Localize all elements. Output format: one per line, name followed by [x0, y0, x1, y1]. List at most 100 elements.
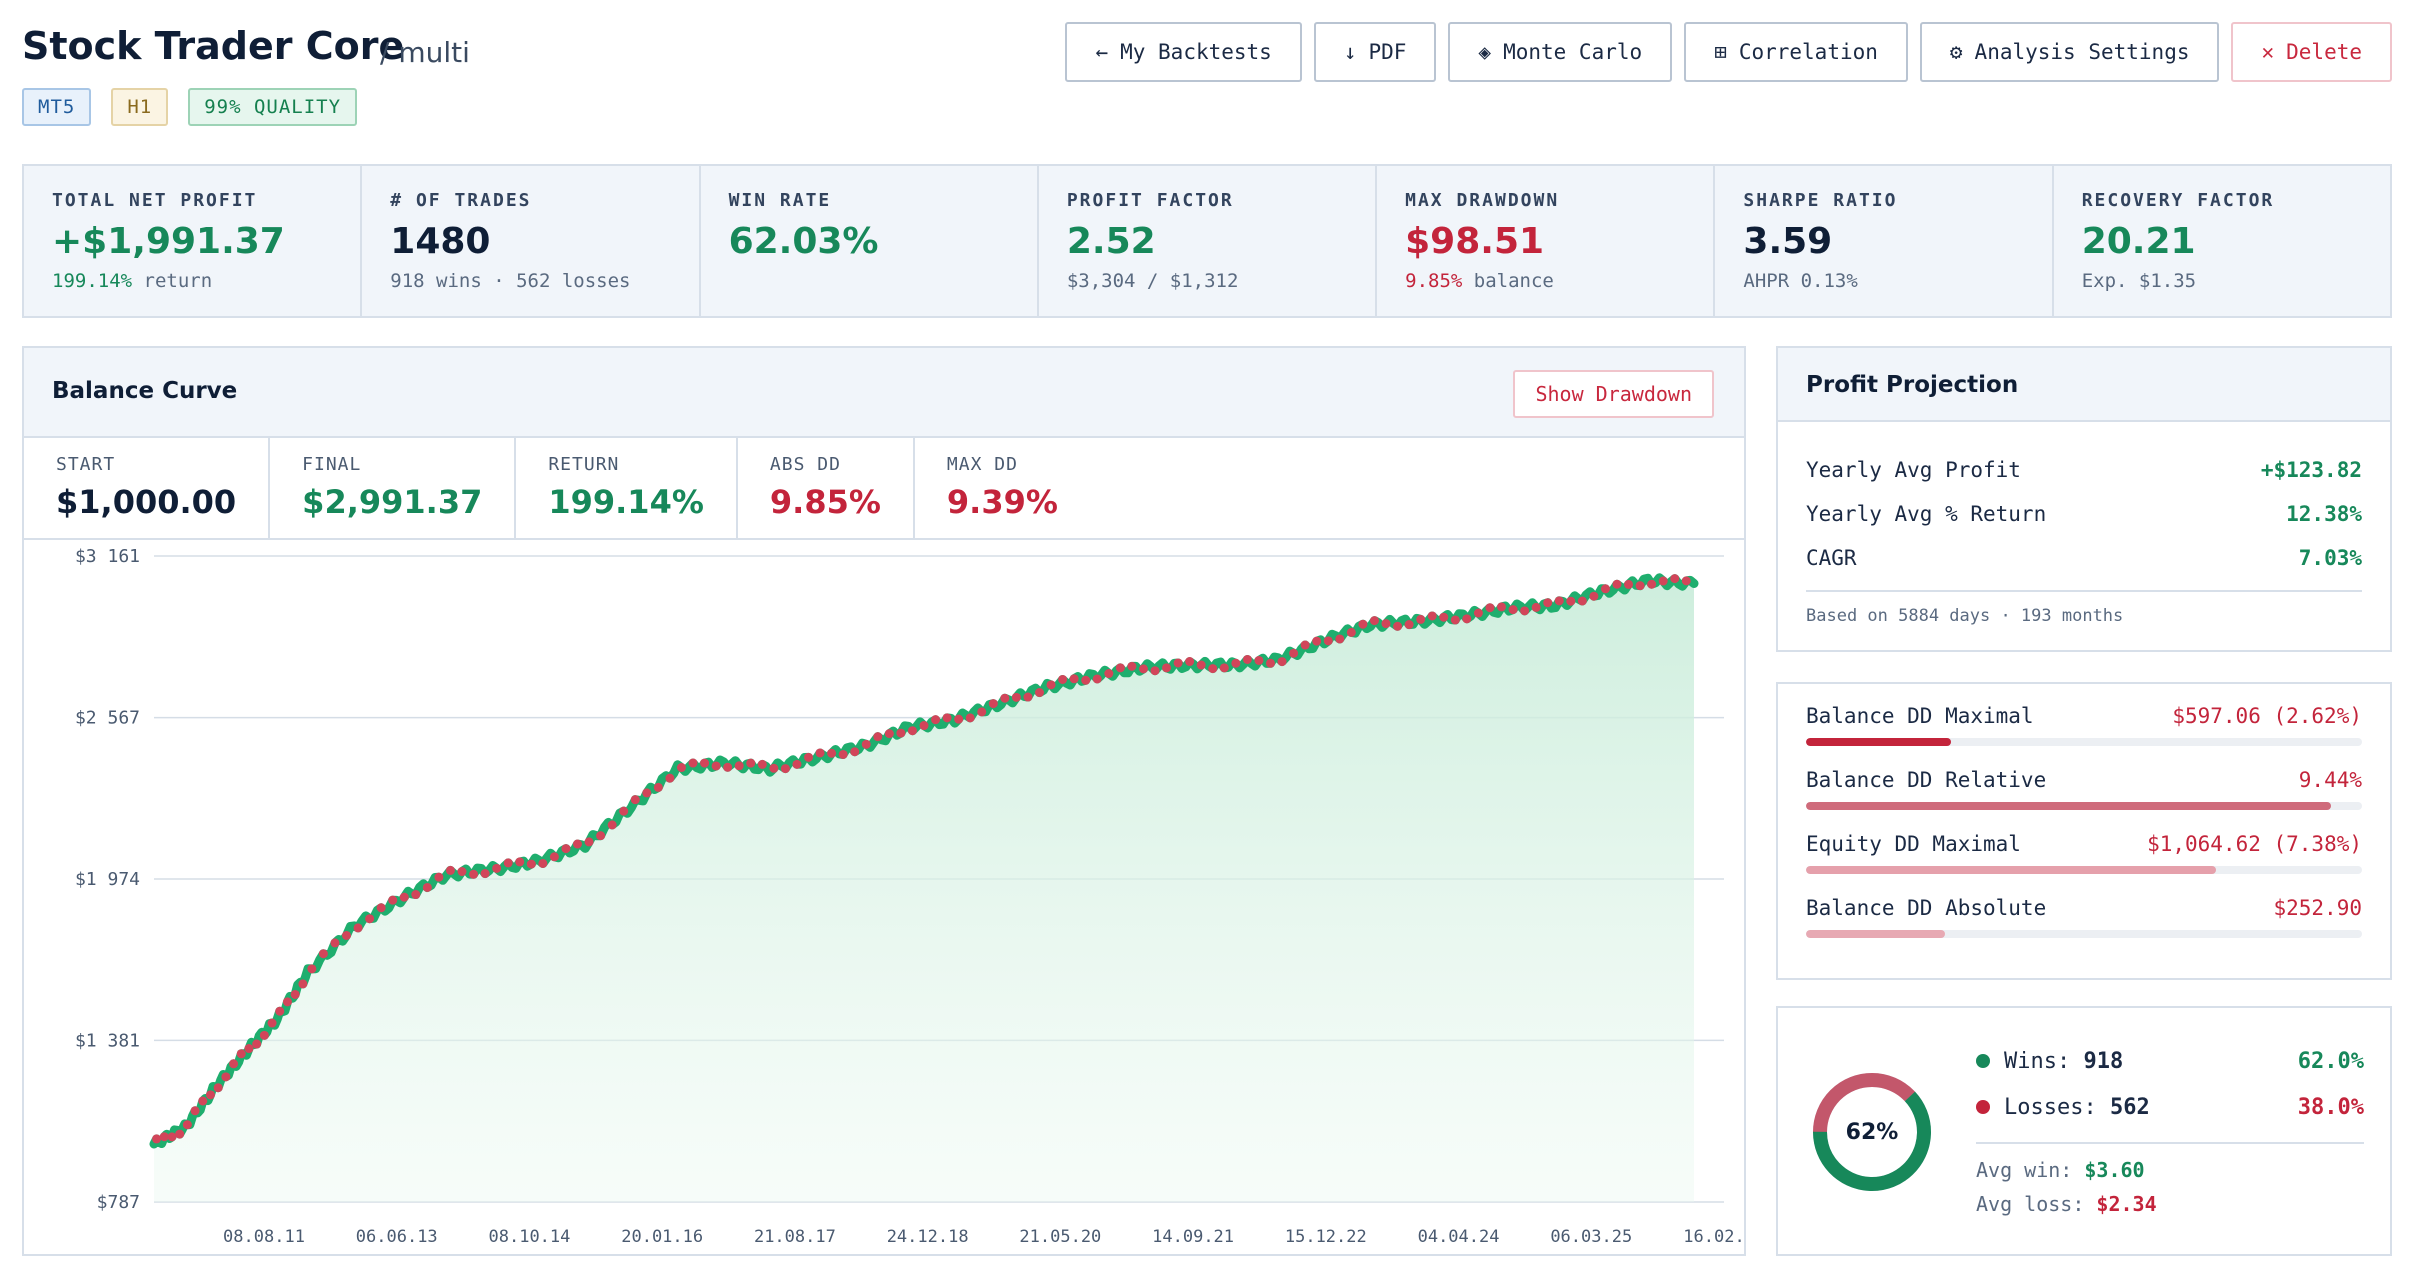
quality-badge: 99% QUALITY [188, 88, 358, 126]
loss-trade-point [1346, 627, 1356, 637]
loss-trade-point [1266, 658, 1275, 668]
loss-trade-point [1335, 634, 1345, 644]
loss-trade-point [515, 857, 525, 867]
x-tick-label: 20.01.16 [621, 1227, 703, 1247]
loss-trade-point [365, 914, 375, 924]
kpi-total-net-profit: TOTAL NET PROFIT +$1,991.37 199.14% retu… [24, 166, 363, 316]
loss-trade-point [1439, 612, 1449, 622]
loss-trade-point [1277, 657, 1287, 667]
loss-trade-point [422, 882, 432, 892]
loss-trade-point [723, 762, 733, 772]
win-dot-icon [1976, 1053, 1990, 1068]
loss-trade-point [1577, 596, 1587, 606]
loss-trade-point [244, 1044, 254, 1054]
loss-trade-point [1254, 655, 1264, 665]
show-drawdown-button[interactable]: Show Drawdown [1513, 370, 1714, 418]
analysis-settings-button[interactable]: ⚙ Analysis Settings [1919, 22, 2220, 82]
loss-trade-point [1208, 664, 1218, 674]
dd-row: Balance DD Absolute $252.90 [1806, 896, 2362, 938]
delete-button[interactable]: ✕ Delete [2231, 22, 2392, 82]
kpi-value: 3.59 [1743, 221, 1833, 262]
toolbar: ← My Backtests ↓ PDF ◈ Monte Carlo ⊞ Cor… [1065, 22, 2392, 82]
dd-bar [1806, 930, 2362, 938]
x-tick-label: 06.06.13 [356, 1227, 438, 1247]
kpi-max-drawdown: MAX DRAWDOWN $98.51 9.85% balance [1377, 166, 1716, 316]
loss-trade-point [1624, 579, 1634, 589]
y-tick-label: $3 161 [75, 546, 140, 567]
donut-win-arc [1813, 1073, 1931, 1191]
loss-trade-point [884, 729, 894, 739]
loss-trade-point [1543, 598, 1553, 608]
x-tick-label: 15.12.22 [1285, 1227, 1367, 1247]
loss-trade-point [1046, 680, 1056, 690]
stat-final: FINAL $2,991.37 [270, 438, 517, 538]
loss-trade-point [965, 713, 975, 723]
loss-trade-point [850, 747, 860, 757]
loss-trade-point [711, 761, 721, 771]
losses-row: Losses: 562 38.0% [1976, 1084, 2364, 1130]
loss-trade-point [1162, 663, 1172, 673]
loss-trade-point [1219, 663, 1229, 673]
loss-trade-point [607, 820, 617, 830]
loss-trade-point [954, 714, 964, 724]
stat-abs-dd: ABS DD 9.85% [738, 438, 915, 538]
dd-row: Balance DD Relative 9.44% [1806, 768, 2362, 810]
balance-chart[interactable]: $787 $1 381 $1 974 $2 567 $3 161 08.08.11 06.0… [24, 542, 1745, 1254]
loss-trade-point [259, 1030, 269, 1040]
loss-trade-point [1485, 603, 1495, 613]
projection-row: Yearly Avg Profit +$123.82 [1806, 458, 2362, 482]
loss-trade-point [1393, 621, 1403, 631]
my-backtests-button[interactable]: ← My Backtests [1065, 22, 1302, 82]
loss-trade-point [198, 1096, 208, 1106]
close-icon: ✕ [2261, 40, 2275, 64]
badge-row: MT5 H1 99% QUALITY [22, 88, 358, 126]
loss-trade-point [561, 844, 571, 854]
loss-trade-point [1035, 688, 1044, 698]
diamond-icon: ◈ [1478, 40, 1492, 64]
timeframe-badge: H1 [111, 88, 169, 126]
avg-win: Avg win: $3.60 [1976, 1158, 2145, 1182]
dd-bar [1806, 802, 2362, 810]
loss-trade-point [1600, 584, 1610, 594]
x-tick-label: 21.08.17 [754, 1227, 836, 1247]
loss-trade-point [746, 758, 756, 768]
y-tick-label: $1 974 [75, 869, 140, 890]
loss-trade-point [376, 903, 386, 913]
win-loss-panel: 62% Wins: 918 62.0% Losses: 562 38.0% Av… [1776, 1006, 2392, 1256]
loss-trade-point [353, 923, 363, 933]
loss-trade-point [769, 763, 779, 773]
loss-trade-point [236, 1049, 246, 1059]
loss-trade-point [182, 1120, 192, 1130]
loss-trade-point [1127, 661, 1137, 671]
balance-curve-panel: Balance Curve Show Drawdown START $1,000… [22, 346, 1746, 1256]
win-loss-donut [1813, 1073, 1931, 1191]
gear-icon: ⚙ [1949, 40, 1963, 64]
loss-trade-point [942, 713, 952, 723]
loss-trade-point [480, 869, 490, 879]
loss-trade-point [1566, 596, 1576, 606]
loss-trade-point [1416, 614, 1426, 624]
kpi-trades: # OF TRADES 1480 918 wins · 562 losses [362, 166, 701, 316]
loss-dot-icon [1976, 1099, 1990, 1114]
arrow-left-icon: ← [1095, 40, 1109, 64]
projection-row: Yearly Avg % Return 12.38% [1806, 502, 2362, 526]
loss-trade-point [1508, 605, 1518, 615]
x-tick-label: 06.03.25 [1550, 1227, 1632, 1247]
loss-trade-point [1658, 576, 1668, 586]
monte-carlo-button[interactable]: ◈ Monte Carlo [1448, 22, 1673, 82]
loss-trade-point [267, 1018, 277, 1028]
balance-curve-title: Balance Curve [52, 378, 238, 404]
loss-trade-point [861, 739, 871, 749]
stat-return: RETURN 199.14% [516, 438, 738, 538]
loss-trade-point [573, 839, 582, 849]
loss-trade-point [873, 732, 883, 742]
pdf-button[interactable]: ↓ PDF [1313, 22, 1437, 82]
profit-projection-panel: Profit Projection Yearly Avg Profit +$12… [1776, 346, 2392, 652]
loss-trade-point [700, 758, 710, 768]
loss-trade-point [838, 749, 848, 759]
loss-trade-point [307, 964, 317, 974]
loss-trade-point [1404, 620, 1414, 630]
loss-trade-point [1670, 574, 1680, 584]
correlation-button[interactable]: ⊞ Correlation [1684, 22, 1908, 82]
projection-note: Based on 5884 days · 193 months [1806, 590, 2362, 626]
